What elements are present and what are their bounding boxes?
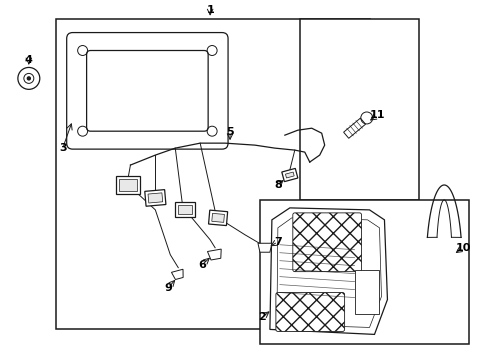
Text: 10: 10: [454, 243, 470, 253]
Text: 9: 9: [164, 283, 172, 293]
Polygon shape: [207, 249, 221, 260]
Text: 6: 6: [198, 260, 205, 270]
Polygon shape: [171, 269, 183, 279]
Bar: [299, 19, 419, 200]
Text: 4: 4: [25, 55, 33, 66]
Polygon shape: [208, 210, 227, 226]
Text: 11: 11: [369, 110, 385, 120]
Text: 2: 2: [258, 312, 265, 323]
FancyBboxPatch shape: [292, 213, 361, 272]
Polygon shape: [116, 176, 140, 194]
Polygon shape: [178, 206, 192, 214]
Polygon shape: [276, 218, 381, 328]
Bar: [56, 19, 369, 329]
Polygon shape: [343, 118, 365, 138]
Bar: [354, 270, 379, 315]
Polygon shape: [144, 190, 165, 206]
Text: 8: 8: [273, 180, 281, 190]
Text: 1: 1: [206, 5, 214, 15]
Polygon shape: [269, 208, 386, 334]
FancyBboxPatch shape: [86, 50, 208, 131]
Text: 3: 3: [59, 143, 66, 153]
Polygon shape: [211, 213, 224, 222]
FancyBboxPatch shape: [66, 32, 227, 149]
Polygon shape: [281, 168, 297, 182]
Polygon shape: [175, 202, 195, 217]
Polygon shape: [148, 193, 163, 203]
Polygon shape: [285, 172, 294, 178]
Polygon shape: [258, 243, 271, 252]
Text: 5: 5: [226, 127, 233, 137]
Circle shape: [27, 77, 30, 80]
Polygon shape: [119, 179, 137, 191]
FancyBboxPatch shape: [275, 293, 344, 332]
Bar: [260, 200, 468, 345]
Text: 7: 7: [273, 237, 281, 247]
